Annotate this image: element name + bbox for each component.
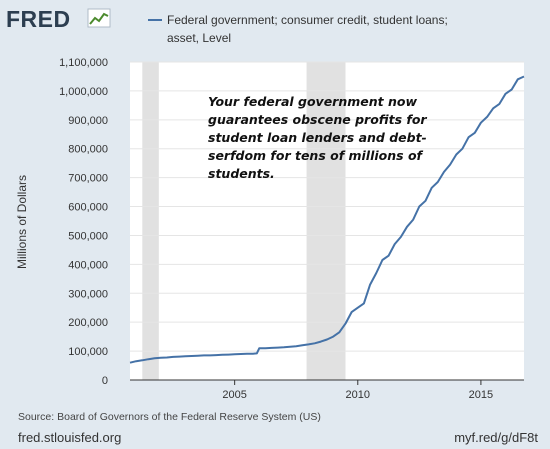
annotation-line-2: guarantees obscene profits for xyxy=(208,112,427,127)
recession-shading xyxy=(142,62,346,380)
x-tick-label: 2005 xyxy=(222,389,246,401)
series-line-1 xyxy=(129,75,525,364)
y-tick-label: 500,000 xyxy=(68,230,108,242)
annotation-line-1: Your federal government now xyxy=(208,94,417,109)
source-note: Source: Board of Governors of the Federa… xyxy=(18,411,321,423)
y-tick-label: 700,000 xyxy=(68,173,108,185)
y-axis-label: Millions of Dollars xyxy=(15,175,29,269)
fred-logo[interactable]: FRED xyxy=(6,6,111,32)
recession-band-1 xyxy=(142,62,159,380)
y-tick-label: 100,000 xyxy=(68,346,108,358)
y-tick-label: 800,000 xyxy=(68,144,108,156)
y-tick-label: 400,000 xyxy=(68,259,108,271)
y-tick-label: 300,000 xyxy=(68,288,108,300)
y-tick-label: 1,000,000 xyxy=(59,86,108,98)
series-layer xyxy=(129,75,525,364)
x-tick-label: 2015 xyxy=(469,389,493,401)
annotation-line-3: student loan lenders and debt- xyxy=(208,130,427,145)
legend-label-line1: Federal government; consumer credit, stu… xyxy=(167,13,448,27)
line-chart-icon xyxy=(87,8,111,28)
recession-band-2 xyxy=(306,62,346,380)
y-tick-label: 1,100,000 xyxy=(59,57,108,69)
site-link[interactable]: fred.stlouisfed.org xyxy=(18,430,121,445)
fred-logo-text: FRED xyxy=(6,6,71,32)
x-tick-label: 2010 xyxy=(346,389,370,401)
annotation-line-4: serfdom for tens of millions of xyxy=(208,148,424,163)
legend-label-line2: asset, Level xyxy=(167,31,231,45)
y-tick-label: 0 xyxy=(102,375,108,387)
y-tick-labels: 0 100,000 200,000 300,000 400,000 500,000 600,… xyxy=(59,57,108,387)
gridlines xyxy=(130,61,524,352)
legend: Federal government; consumer credit, stu… xyxy=(148,13,448,45)
annotation-line-5: students. xyxy=(208,166,275,181)
annotation: Your federal government now guarantees ob… xyxy=(208,94,427,181)
y-tick-label: 600,000 xyxy=(68,202,108,214)
y-tick-label: 200,000 xyxy=(68,317,108,329)
x-tick-labels: 2005 2010 2015 xyxy=(222,380,493,401)
y-tick-label: 900,000 xyxy=(68,115,108,127)
short-link[interactable]: myf.red/g/dF8t xyxy=(454,430,538,445)
